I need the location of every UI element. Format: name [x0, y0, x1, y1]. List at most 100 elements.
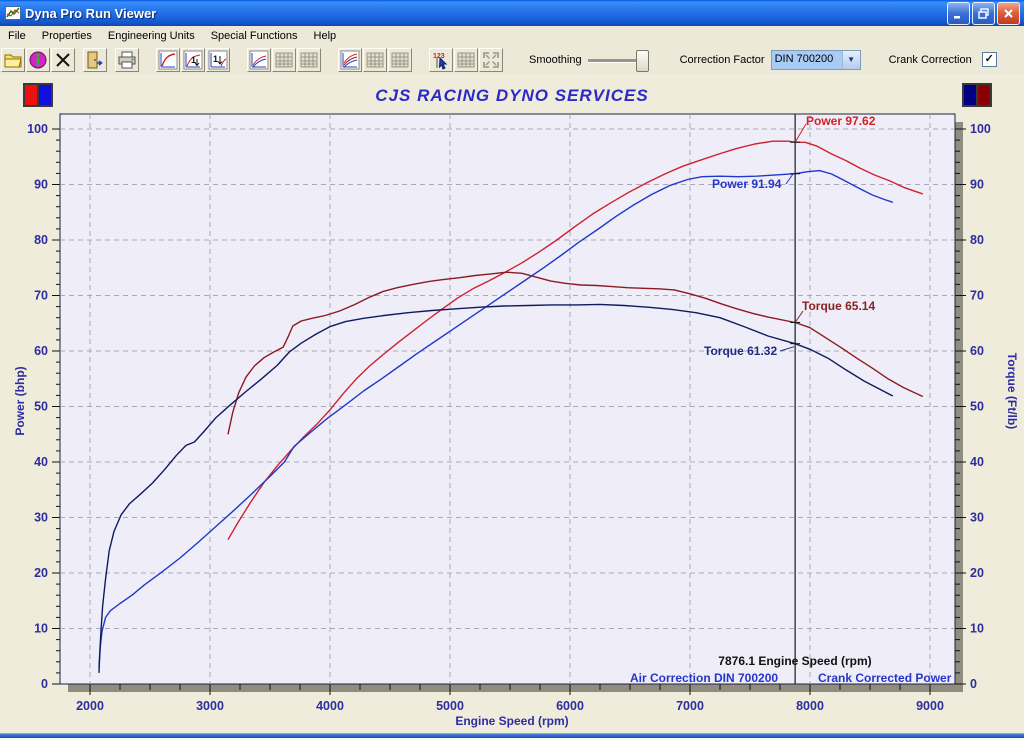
svg-text:2000: 2000: [76, 699, 104, 713]
svg-text:20: 20: [970, 566, 984, 580]
svg-text:10: 10: [34, 622, 48, 636]
menubar: File Properties Engineering Units Specia…: [0, 26, 1024, 46]
data-grid-icon: [300, 52, 318, 67]
air-correction-note: Air Correction DIN 700200: [630, 671, 779, 685]
crank-correction-checkbox[interactable]: ✓: [981, 52, 997, 67]
data-grid-button-4: [388, 47, 412, 72]
app-icon: [5, 5, 21, 21]
dyno-plot[interactable]: 2000 3000 4000 5000 6000 7000 8000 9000 0 0 10 10 20…: [0, 74, 1024, 733]
svg-text:123: 123: [433, 53, 445, 60]
svg-text:80: 80: [970, 233, 984, 247]
svg-text:0: 0: [41, 677, 48, 691]
svg-text:90: 90: [34, 178, 48, 192]
graph-run1-icon: 1: [183, 50, 203, 69]
single-graph-icon: [158, 50, 178, 69]
zoom-extents-icon: [483, 51, 499, 68]
data-grid-button-3: [363, 47, 387, 72]
svg-text:3000: 3000: [196, 699, 224, 713]
data-grid-icon: [366, 52, 384, 67]
slider-track: [587, 58, 642, 63]
svg-text:50: 50: [970, 400, 984, 414]
legend-run-colors-right: [962, 83, 992, 107]
view-graph-button[interactable]: [156, 47, 180, 72]
smoothing-slider[interactable]: [587, 49, 650, 72]
svg-text:80: 80: [34, 233, 48, 247]
callout-power-red: Power 97.62: [806, 114, 876, 128]
svg-text:20: 20: [34, 566, 48, 580]
window-titlebar: Dyna Pro Run Viewer: [0, 0, 1024, 26]
svg-text:100: 100: [27, 122, 48, 136]
svg-text:9000: 9000: [916, 699, 944, 713]
smoothing-label: Smoothing: [529, 53, 582, 66]
legend-swatch-torque-blue: [963, 84, 977, 106]
svg-text:7000: 7000: [676, 699, 704, 713]
open-folder-icon: [4, 54, 22, 67]
svg-text:70: 70: [34, 289, 48, 303]
data-grid-button-2: [297, 47, 321, 72]
callout-torque-red: Torque 65.14: [802, 299, 876, 313]
overlay-graphs-button[interactable]: [247, 47, 271, 72]
view-run2-graph-button[interactable]: 1: [206, 47, 230, 72]
chart-panel: CJS RACING DYNO SERVICES 2000 3000 40 0 0 500…: [0, 74, 1024, 733]
data-grid-button-1: [272, 47, 296, 72]
exit-door-icon: [87, 51, 103, 68]
menu-item-special-functions[interactable]: Special Functions: [210, 29, 298, 42]
svg-text:10: 10: [970, 622, 984, 636]
open-run-button[interactable]: [1, 47, 25, 72]
svg-text:0: 0: [970, 677, 977, 691]
exit-button[interactable]: [83, 47, 107, 72]
cursor-values-button[interactable]: 123: [429, 47, 453, 72]
toolbar: 1 1: [0, 45, 1024, 75]
run-info-button[interactable]: [26, 47, 50, 72]
correction-factor-label: Correction Factor: [679, 53, 765, 66]
chart-title: CJS RACING DYNO SERVICES: [375, 86, 649, 105]
printer-icon: [118, 51, 136, 68]
y-axis-title-torque: Torque (Ft/lb): [1005, 352, 1019, 430]
menu-item-properties[interactable]: Properties: [41, 29, 92, 42]
svg-text:30: 30: [970, 511, 984, 525]
svg-text:6000: 6000: [556, 699, 584, 713]
legend-swatch-power-red: [24, 84, 38, 106]
y-axis-title-power: Power (bhp): [13, 366, 27, 436]
overlay-graphs-icon: [249, 50, 269, 69]
cursor-values-icon: 123: [433, 53, 448, 70]
crank-correction-label: Crank Correction: [888, 53, 972, 66]
chevron-down-icon[interactable]: ▼: [841, 50, 860, 69]
delete-x-icon: [56, 52, 70, 67]
callout-power-blue: Power 91.94: [712, 177, 782, 191]
multi-run-graph-button[interactable]: [338, 47, 362, 72]
svg-text:90: 90: [970, 178, 984, 192]
svg-text:100: 100: [970, 122, 991, 136]
close-button[interactable]: [997, 1, 1020, 25]
svg-text:70: 70: [970, 289, 984, 303]
cursor-readout: 7876.1 Engine Speed (rpm): [718, 654, 872, 668]
menu-item-file[interactable]: File: [8, 29, 26, 42]
callout-torque-blue: Torque 61.32: [704, 344, 778, 358]
menu-item-help[interactable]: Help: [313, 29, 337, 42]
print-button[interactable]: [115, 47, 139, 72]
svg-text:5000: 5000: [436, 699, 464, 713]
svg-text:30: 30: [34, 511, 48, 525]
svg-text:40: 40: [970, 455, 984, 469]
correction-factor-select[interactable]: DIN 700200 ▼: [770, 49, 861, 70]
restore-button[interactable]: [972, 1, 995, 25]
svg-text:50: 50: [34, 400, 48, 414]
slider-thumb[interactable]: [635, 49, 649, 72]
data-grid-icon: [457, 52, 475, 67]
svg-text:40: 40: [34, 455, 48, 469]
legend-swatch-power-blue: [38, 84, 52, 106]
svg-text:8000: 8000: [796, 699, 824, 713]
legend-swatch-torque-red: [977, 84, 991, 106]
delete-run-button[interactable]: [51, 47, 75, 72]
legend-run-colors-left: [23, 83, 53, 107]
window-bottom-border: [0, 733, 1024, 738]
crank-corrected-note: Crank Corrected Power: [818, 671, 952, 685]
zoom-extents-button: [479, 47, 503, 72]
menu-item-engineering-units[interactable]: Engineering Units: [107, 29, 195, 42]
data-grid-icon: [275, 52, 293, 67]
data-grid-button-5: [454, 47, 478, 72]
view-run1-graph-button[interactable]: 1: [181, 47, 205, 72]
minimize-button[interactable]: [947, 1, 970, 25]
svg-text:60: 60: [34, 344, 48, 358]
